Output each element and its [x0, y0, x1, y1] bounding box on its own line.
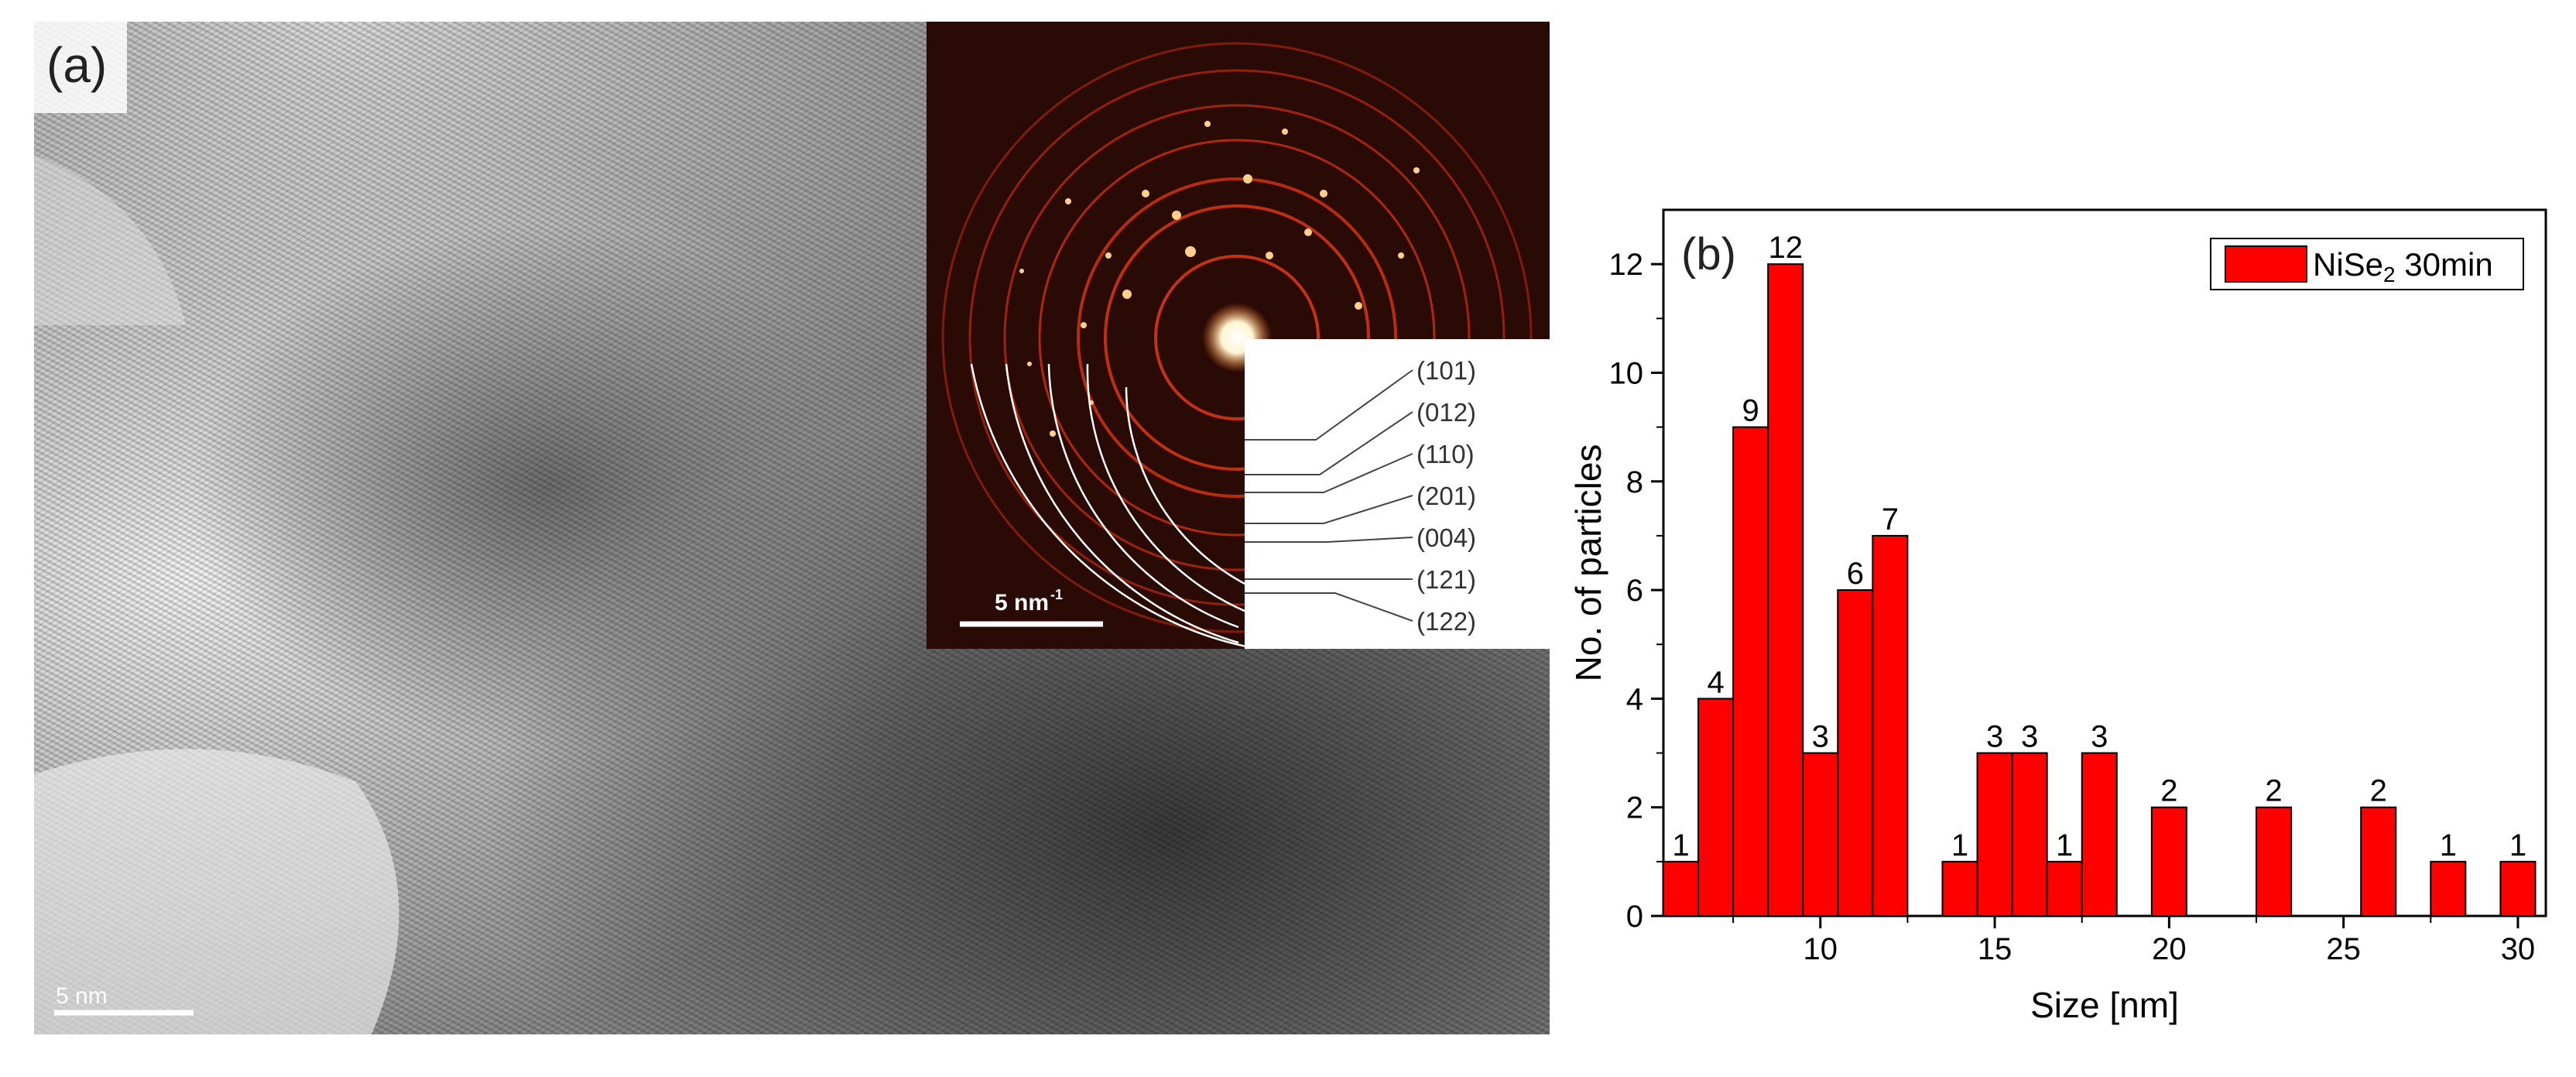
bar-3	[1767, 263, 1804, 917]
y-tick-label-3: 6	[1626, 574, 1643, 608]
bar-13	[2256, 806, 2293, 917]
bar-label-16: 1	[2509, 828, 2526, 863]
saed-scale-bar-exponent: -1	[1050, 587, 1063, 602]
bar-8	[1976, 752, 2013, 917]
plane-label-110: (110)	[1416, 440, 1475, 468]
bar-7	[1941, 860, 1978, 918]
bar-6	[1872, 534, 1909, 918]
bar-label-4: 3	[1812, 720, 1829, 754]
bar-14	[2360, 806, 2397, 917]
plane-label-121: (121)	[1416, 565, 1476, 594]
bar-label-15: 1	[2440, 828, 2457, 863]
bar-label-11: 3	[2091, 720, 2108, 754]
bar-1	[1697, 698, 1735, 918]
plane-label-101: (101)	[1416, 356, 1476, 385]
plane-label-004: (004)	[1416, 523, 1476, 552]
legend-label: NiSe	[2313, 246, 2383, 283]
panel-b-label: (b)	[1681, 229, 1736, 280]
bar-5	[1837, 589, 1874, 917]
bar-label-12: 2	[2160, 774, 2177, 808]
bar-4	[1802, 752, 1839, 917]
bar-16	[2499, 860, 2537, 918]
histogram-bars	[1663, 263, 2537, 918]
bar-label-2: 9	[1742, 394, 1759, 428]
y-axis: 0 2 4 6 8 10 12	[1609, 248, 1663, 934]
y-tick-label-2: 4	[1626, 682, 1643, 716]
x-tick-label-1: 15	[1978, 932, 2012, 966]
x-tick-label-4: 30	[2501, 932, 2536, 966]
saed-scale-bar-label: 5 nm	[995, 590, 1049, 616]
y-tick-label-1: 2	[1626, 791, 1643, 825]
bar-label-8: 3	[1986, 720, 2003, 754]
x-axis: 10 15 20 25 30	[1732, 916, 2536, 966]
svg-text:5 nm-1: 5 nm -1	[995, 587, 1063, 616]
saed-scale-bar: 5 nm -1	[960, 587, 1103, 627]
saed-index-panel	[1245, 339, 1550, 649]
bar-label-7: 1	[1951, 828, 1968, 863]
plane-label-122: (122)	[1416, 607, 1476, 636]
bar-label-6: 7	[1882, 502, 1899, 537]
plane-label-201: (201)	[1416, 482, 1476, 510]
svg-text:NiSe2 30min: NiSe2 30min	[2313, 246, 2493, 286]
bar-label-14: 2	[2370, 774, 2387, 808]
y-tick-label-4: 8	[1626, 465, 1643, 499]
x-tick-label-0: 10	[1804, 932, 1838, 966]
bar-label-1: 4	[1707, 665, 1724, 699]
x-tick-label-2: 20	[2152, 932, 2187, 966]
panel-a-label: (a)	[46, 37, 107, 93]
x-tick-label-3: 25	[2326, 932, 2361, 966]
bar-label-10: 1	[2056, 828, 2073, 863]
plane-label-012: (012)	[1416, 398, 1476, 427]
bar-15	[2430, 860, 2467, 918]
bar-9	[2011, 752, 2048, 917]
bar-label-5: 6	[1847, 557, 1864, 591]
legend-swatch	[2225, 245, 2307, 283]
bar-label-13: 2	[2265, 774, 2282, 808]
y-axis-label: No. of particles	[1568, 444, 1608, 682]
y-tick-label-0: 0	[1626, 900, 1643, 934]
bar-12	[2150, 806, 2187, 917]
bar-label-0: 1	[1672, 828, 1689, 863]
legend: NiSe2 30min	[2210, 238, 2524, 290]
legend-subscript: 2	[2383, 262, 2396, 286]
saed-inset: (101) (012) (110) (201) (004) (121) (122…	[927, 22, 1550, 649]
y-tick-label-6: 12	[1609, 248, 1644, 282]
y-tick-label-5: 10	[1609, 356, 1644, 390]
tem-scale-bar: 5 nm	[54, 983, 194, 1016]
bar-label-9: 3	[2021, 720, 2038, 754]
x-axis-label: Size [nm]	[2030, 985, 2179, 1025]
bar-11	[2081, 752, 2118, 917]
tem-scale-bar-label: 5 nm	[56, 983, 108, 1009]
bar-2	[1732, 426, 1769, 917]
bar-label-3: 12	[1768, 231, 1803, 265]
bar-0	[1663, 860, 1700, 918]
bar-10	[2046, 860, 2083, 918]
legend-suffix: 30min	[2396, 246, 2493, 283]
